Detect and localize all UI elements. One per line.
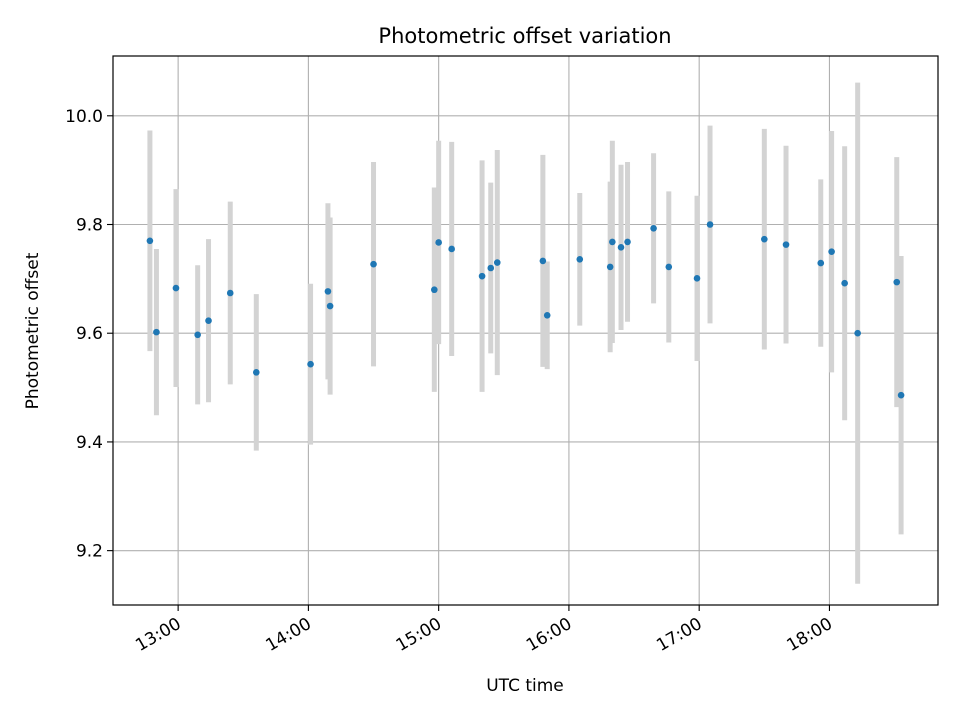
- data-point: [194, 331, 201, 339]
- y-tick-label: 9.2: [76, 542, 103, 562]
- data-point: [539, 257, 547, 265]
- x-tick-label: 14:00: [262, 614, 314, 656]
- data-point: [307, 360, 314, 368]
- data-points: [146, 221, 905, 399]
- data-point: [370, 260, 377, 268]
- data-point: [854, 329, 861, 337]
- x-tick-label: 13:00: [132, 614, 184, 656]
- x-axis-ticks: 13:00 14:00 15:00 16:00 17:00 18:00: [132, 605, 836, 656]
- data-point: [543, 311, 551, 319]
- data-point: [609, 238, 616, 246]
- data-point: [624, 238, 631, 246]
- data-point: [146, 237, 154, 245]
- data-point: [576, 255, 584, 263]
- data-point: [435, 239, 442, 246]
- data-point: [650, 225, 657, 232]
- data-point: [205, 317, 212, 325]
- data-point: [326, 302, 334, 310]
- data-point: [828, 248, 835, 255]
- data-point: [782, 241, 790, 248]
- data-point: [617, 244, 625, 251]
- data-point: [153, 328, 160, 336]
- data-point: [897, 391, 905, 399]
- data-point: [431, 286, 438, 294]
- data-point: [706, 221, 714, 228]
- chart-title: Photometric offset variation: [378, 24, 671, 48]
- x-tick-label: 18:00: [784, 614, 836, 656]
- y-tick-label: 9.8: [76, 216, 103, 236]
- y-tick-label: 9.4: [76, 433, 103, 453]
- data-point: [226, 289, 234, 297]
- y-axis-ticks: 9.2 9.4 9.6 9.8 10.0: [65, 107, 113, 562]
- data-point: [893, 278, 901, 286]
- y-tick-label: 9.6: [76, 324, 103, 344]
- plot-frame: [112, 55, 939, 606]
- y-axis-label: Photometric offset: [23, 252, 43, 409]
- y-tick-label: 10.0: [65, 107, 103, 127]
- x-tick-label: 15:00: [393, 614, 445, 656]
- x-tick-label: 17:00: [653, 614, 705, 656]
- data-point: [487, 264, 495, 272]
- data-point: [693, 275, 701, 282]
- data-point: [841, 279, 848, 287]
- data-point: [817, 259, 825, 267]
- data-point: [665, 263, 673, 271]
- data-point: [324, 288, 332, 295]
- data-point: [172, 284, 180, 292]
- data-point: [252, 369, 260, 376]
- x-axis-label: UTC time: [486, 676, 564, 696]
- plot-background: [113, 56, 938, 605]
- data-point: [606, 263, 614, 271]
- x-tick-label: 16:00: [523, 614, 575, 656]
- data-point: [478, 272, 486, 280]
- data-point: [761, 235, 768, 243]
- data-point: [493, 259, 501, 266]
- data-point: [448, 245, 455, 253]
